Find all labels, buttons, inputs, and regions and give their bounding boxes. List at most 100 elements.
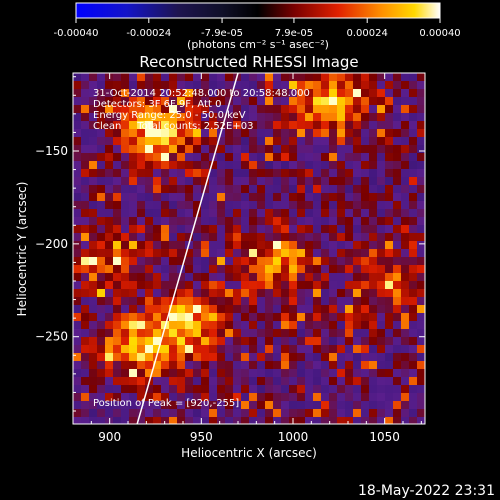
heatmap-cell [233, 241, 241, 249]
heatmap-cell [81, 145, 89, 153]
heatmap-cell [153, 257, 161, 265]
heatmap-cell [137, 185, 145, 193]
heatmap-cell [409, 201, 417, 209]
heatmap-cell [89, 73, 97, 81]
heatmap-cell [249, 361, 257, 369]
heatmap-cell [377, 233, 385, 241]
heatmap-cell [385, 209, 393, 217]
heatmap-cell [121, 241, 129, 249]
heatmap-cell [137, 401, 145, 409]
heatmap-cell [337, 137, 345, 145]
heatmap-cell [145, 393, 153, 401]
heatmap-cell [169, 121, 177, 129]
heatmap-cell [121, 273, 129, 281]
heatmap-cell [241, 177, 249, 185]
heatmap-cell [385, 113, 393, 121]
heatmap-cell [417, 97, 425, 105]
heatmap-cell [345, 265, 353, 273]
heatmap-cell [321, 217, 329, 225]
heatmap-cell [209, 97, 217, 105]
heatmap-cell [121, 257, 129, 265]
heatmap-cell [273, 377, 281, 385]
heatmap-cell [185, 137, 193, 145]
heatmap-cell [337, 233, 345, 241]
colorbar-tick-label: -7.9e-05 [201, 28, 243, 39]
heatmap-cell [257, 353, 265, 361]
heatmap-cell [81, 97, 89, 105]
heatmap-cell [401, 161, 409, 169]
heatmap-cell [353, 121, 361, 129]
heatmap-cell [385, 321, 393, 329]
heatmap-cell [337, 313, 345, 321]
heatmap-cell [281, 273, 289, 281]
heatmap-cell [353, 177, 361, 185]
heatmap-cell [113, 161, 121, 169]
heatmap-cell [377, 321, 385, 329]
heatmap-cell [145, 417, 153, 424]
heatmap-cell [121, 105, 129, 113]
heatmap-cell [105, 289, 113, 297]
heatmap-cell [137, 361, 145, 369]
heatmap-cell [105, 401, 113, 409]
heatmap-cell [81, 377, 89, 385]
heatmap-cell [121, 393, 129, 401]
heatmap-cell [273, 361, 281, 369]
heatmap-cell [241, 217, 249, 225]
heatmap-cell [153, 417, 161, 424]
heatmap-cell [369, 417, 377, 424]
heatmap-cell [129, 305, 137, 313]
heatmap-cell [161, 217, 169, 225]
heatmap-cell [217, 209, 225, 217]
heatmap-cell [353, 385, 361, 393]
heatmap-cell [241, 97, 249, 105]
heatmap-cell [185, 377, 193, 385]
heatmap-cell [121, 401, 129, 409]
heatmap-cell [113, 217, 121, 225]
heatmap-cell [121, 201, 129, 209]
heatmap-cell [393, 313, 401, 321]
heatmap-cell [345, 345, 353, 353]
heatmap-cell [257, 193, 265, 201]
heatmap-cell [377, 137, 385, 145]
heatmap-cell [161, 89, 169, 97]
heatmap-cell [385, 337, 393, 345]
heatmap-cell [345, 89, 353, 97]
heatmap-cell [409, 273, 417, 281]
heatmap-cell [153, 145, 161, 153]
heatmap-cell [265, 81, 273, 89]
heatmap-cell [233, 225, 241, 233]
heatmap-cell [209, 73, 217, 81]
heatmap-cell [233, 297, 241, 305]
heatmap-cell [337, 105, 345, 113]
heatmap-cell [233, 281, 241, 289]
heatmap-cell [201, 297, 209, 305]
heatmap-cell [313, 129, 321, 137]
heatmap-cell [129, 385, 137, 393]
heatmap-cell [225, 257, 233, 265]
heatmap-cell [113, 361, 121, 369]
heatmap-cell [393, 385, 401, 393]
heatmap-cell [353, 249, 361, 257]
heatmap-cell [313, 369, 321, 377]
heatmap-cell [185, 145, 193, 153]
heatmap-cell [249, 417, 257, 424]
heatmap-cell [193, 97, 201, 105]
heatmap-cell [281, 345, 289, 353]
heatmap-cell [225, 249, 233, 257]
heatmap-cell [81, 281, 89, 289]
heatmap-cell [169, 113, 177, 121]
heatmap-cell [137, 105, 145, 113]
heatmap-cell [265, 145, 273, 153]
heatmap-cell [193, 281, 201, 289]
heatmap-cell [201, 369, 209, 377]
heatmap-cell [369, 129, 377, 137]
heatmap-cell [353, 393, 361, 401]
heatmap-cell [361, 161, 369, 169]
heatmap-cell [257, 225, 265, 233]
heatmap-cell [177, 409, 185, 417]
heatmap-cell [249, 409, 257, 417]
heatmap-cell [185, 89, 193, 97]
heatmap-cell [385, 217, 393, 225]
heatmap-cell [193, 377, 201, 385]
heatmap-cell [73, 97, 81, 105]
